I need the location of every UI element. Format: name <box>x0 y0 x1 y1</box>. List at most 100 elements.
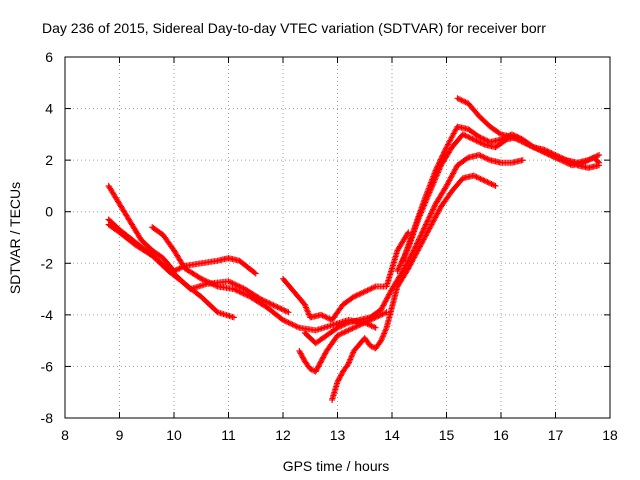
data-point <box>322 313 329 320</box>
data-point <box>462 132 469 139</box>
data-point <box>240 290 247 297</box>
data-point <box>379 333 386 340</box>
data-point <box>476 175 483 182</box>
data-point <box>414 239 421 246</box>
data-point <box>476 133 483 140</box>
data-point <box>412 243 419 250</box>
series-track-5 <box>280 229 412 324</box>
data-point <box>417 232 424 239</box>
data-point <box>236 288 243 295</box>
data-point <box>360 289 367 296</box>
data-point <box>210 281 217 288</box>
data-point <box>492 182 499 189</box>
data-point <box>594 152 601 159</box>
data-point <box>286 320 293 327</box>
data-point <box>416 235 423 242</box>
data-point <box>566 158 573 165</box>
data-point <box>421 224 428 231</box>
data-point <box>498 136 504 143</box>
data-point <box>297 350 304 357</box>
data-point <box>541 146 548 153</box>
data-point <box>345 360 352 367</box>
data-point <box>395 265 402 272</box>
data-point <box>381 329 388 336</box>
data-point <box>335 324 342 331</box>
data-point <box>314 366 321 373</box>
data-point <box>368 322 375 329</box>
data-point <box>383 309 390 316</box>
data-point <box>525 141 532 148</box>
data-point <box>347 356 354 363</box>
data-point <box>324 315 331 322</box>
data-point <box>544 148 551 155</box>
data-point <box>265 299 272 306</box>
data-point <box>349 325 356 332</box>
data-point <box>335 376 342 383</box>
data-point <box>480 177 487 184</box>
data-point <box>350 324 357 331</box>
data-point <box>477 175 484 182</box>
series-track-11 <box>454 95 603 171</box>
data-point <box>209 280 216 287</box>
data-point <box>518 138 525 145</box>
data-point <box>551 151 558 158</box>
data-point <box>339 322 346 329</box>
data-point <box>394 268 401 275</box>
data-point <box>512 135 519 142</box>
data-point <box>568 159 575 166</box>
data-point <box>478 176 485 183</box>
data-point <box>422 222 429 229</box>
data-point <box>338 371 345 378</box>
data-point <box>233 282 240 289</box>
data-point <box>379 334 386 341</box>
data-point <box>240 285 247 292</box>
data-point <box>244 292 251 299</box>
data-point <box>368 343 375 350</box>
data-point <box>369 323 376 330</box>
data-point <box>334 332 341 339</box>
data-point <box>298 351 305 358</box>
data-point <box>478 140 485 147</box>
data-point <box>527 142 534 149</box>
data-point <box>266 300 273 307</box>
data-point <box>433 166 440 173</box>
data-point <box>478 153 485 160</box>
x-tick-label: 16 <box>493 427 509 443</box>
data-point <box>318 358 325 365</box>
data-point <box>395 266 402 273</box>
data-point <box>346 326 353 333</box>
data-point <box>319 312 326 319</box>
data-point <box>337 373 344 380</box>
data-point <box>304 308 311 315</box>
data-point <box>477 134 484 141</box>
data-point <box>455 95 462 102</box>
data-point <box>336 375 343 382</box>
y-tick-label: 0 <box>45 204 53 220</box>
data-point <box>237 289 244 296</box>
data-point <box>226 278 233 285</box>
data-point <box>526 142 533 149</box>
data-point <box>396 263 403 270</box>
data-point <box>570 160 577 167</box>
data-point <box>463 133 470 140</box>
series-track-4 <box>149 224 379 334</box>
data-point <box>252 270 259 277</box>
grid <box>65 57 610 418</box>
data-point <box>350 293 357 300</box>
data-point <box>341 321 348 328</box>
data-point <box>382 327 389 334</box>
data-point <box>202 277 209 284</box>
data-point <box>344 327 351 334</box>
data-point <box>428 210 435 217</box>
x-tick-label: 14 <box>384 427 400 443</box>
data-point <box>349 350 356 357</box>
data-point <box>454 95 461 102</box>
data-point <box>300 355 307 362</box>
data-point <box>345 327 352 334</box>
data-point <box>432 167 439 174</box>
data-point <box>284 318 291 325</box>
data-point <box>334 324 341 331</box>
data-point <box>281 307 288 314</box>
data-point <box>436 159 443 166</box>
data-point <box>369 284 376 291</box>
